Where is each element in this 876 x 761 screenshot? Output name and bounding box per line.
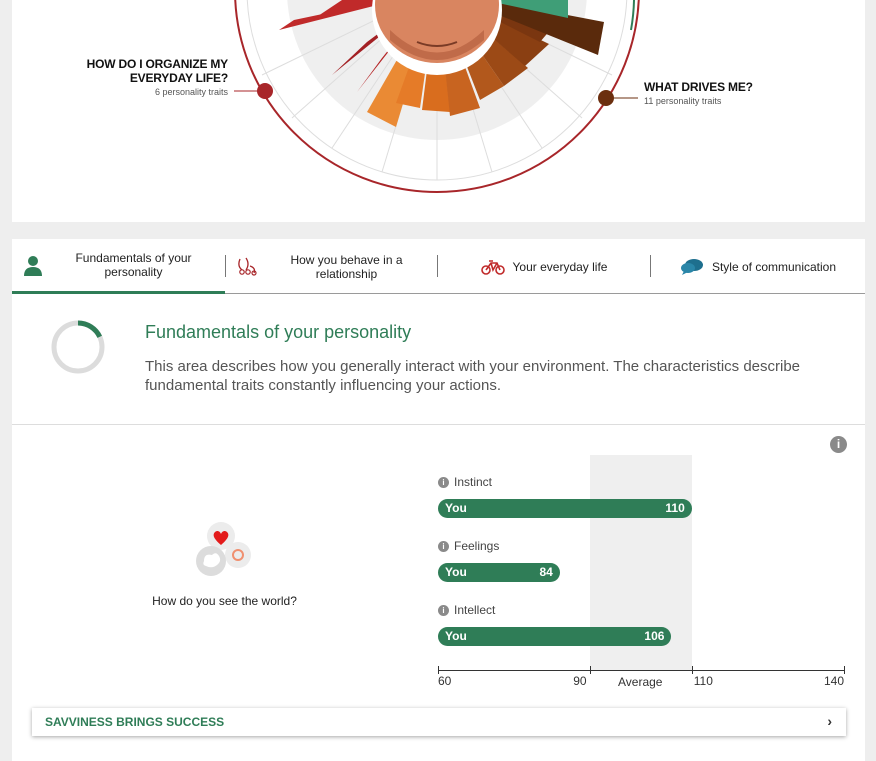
info-icon[interactable]: i: [830, 436, 847, 453]
tab-communication[interactable]: Style of communication: [651, 239, 865, 294]
tab-divider: [437, 255, 438, 277]
fundamentals-card: Fundamentals of your personality How you…: [12, 239, 865, 761]
x-tick: [844, 666, 845, 674]
trait-name-text: Instinct: [454, 475, 493, 489]
info-icon[interactable]: i: [438, 604, 449, 616]
trait-label[interactable]: i Intellect: [438, 603, 495, 617]
bar-value-label: 84: [539, 565, 553, 579]
average-label: Average: [618, 675, 663, 689]
personality-wheel: [234, 0, 640, 193]
x-tick: [691, 666, 693, 674]
tab-divider: [225, 255, 226, 277]
x-tick: [590, 666, 592, 674]
drives-subtitle: 11 personality traits: [644, 96, 722, 106]
person-icon: [24, 256, 42, 276]
speech-bubbles-icon: [680, 258, 703, 275]
organize-title-line2: EVERYDAY LIFE?: [129, 71, 228, 85]
tab-fundamentals[interactable]: Fundamentals of your personality: [12, 239, 225, 294]
wheel-outer-ring: [234, 0, 640, 193]
info-icon[interactable]: i: [438, 476, 449, 488]
trait-label[interactable]: i Instinct: [438, 475, 492, 489]
relationship-icon: [238, 257, 257, 276]
savviness-accordion[interactable]: SAVVINESS BRINGS SUCCESS ›: [32, 708, 846, 736]
category-tabs: Fundamentals of your personality How you…: [12, 239, 865, 294]
bar-you-label: You: [445, 565, 467, 579]
trait-bar: You 110: [438, 499, 692, 518]
tab-fundamentals-label: Fundamentals of your personality: [75, 251, 192, 279]
x-tick: [438, 666, 439, 674]
tab-everyday-life[interactable]: Your everyday life: [438, 239, 650, 294]
see-world-icon: [196, 522, 251, 576]
info-icon[interactable]: i: [438, 540, 449, 552]
tab-divider: [650, 255, 651, 277]
bar-you-label: You: [445, 629, 467, 643]
bar-you-label: You: [445, 501, 467, 515]
x-tick-label: 110: [693, 674, 713, 688]
trait-name-text: Feelings: [454, 539, 500, 553]
organize-dot[interactable]: [257, 83, 273, 99]
progress-donut: [51, 320, 105, 374]
tab-everyday-life-label: Your everyday life: [512, 259, 608, 274]
tab-communication-label: Style of communication: [711, 259, 837, 274]
section-title: Fundamentals of your personality: [145, 322, 412, 342]
x-tick-label: 140: [824, 674, 845, 688]
organize-subtitle: 6 personality traits: [154, 87, 228, 97]
wheel-green-arc: [630, 0, 636, 31]
trait-bar: You 106: [438, 627, 672, 646]
traits-bar-chart: i Instinct You 110 i Feelings You 84 i Intellect Y…: [12, 239, 865, 761]
x-axis: [438, 670, 845, 671]
trait-bar: You 84: [438, 563, 560, 582]
drives-title: WHAT DRIVES ME?: [644, 80, 753, 94]
accordion-title: SAVVINESS BRINGS SUCCESS: [45, 715, 225, 729]
personality-wheel-card: HOW DO I ORGANIZE MY EVERYDAY LIFE? 6 pe…: [12, 0, 865, 222]
organize-label[interactable]: HOW DO I ORGANIZE MY EVERYDAY LIFE? 6 pe…: [62, 57, 229, 97]
bar-value-label: 106: [644, 629, 665, 643]
chevron-right-icon: ›: [827, 713, 832, 729]
tab-relationship[interactable]: How you behave in a relationship: [226, 239, 437, 294]
tab-relationship-label: How you behave in a relationship: [290, 252, 403, 281]
drives-dot[interactable]: [598, 90, 614, 106]
x-tick-label: 90: [573, 674, 587, 688]
organize-title-line1: HOW DO I ORGANIZE MY: [86, 57, 229, 71]
see-world-label: How do you see the world?: [152, 594, 297, 608]
drives-label[interactable]: WHAT DRIVES ME? 11 personality traits: [644, 80, 824, 106]
bar-value-label: 110: [665, 501, 685, 515]
section-description: This area describes how you generally in…: [145, 358, 801, 394]
intro-section: Fundamentals of your personality This ar…: [12, 295, 865, 425]
trait-name-text: Intellect: [454, 603, 496, 617]
bicycle-icon: [480, 259, 505, 275]
x-tick-label: 60: [438, 674, 452, 688]
trait-label[interactable]: i Feelings: [438, 539, 499, 553]
